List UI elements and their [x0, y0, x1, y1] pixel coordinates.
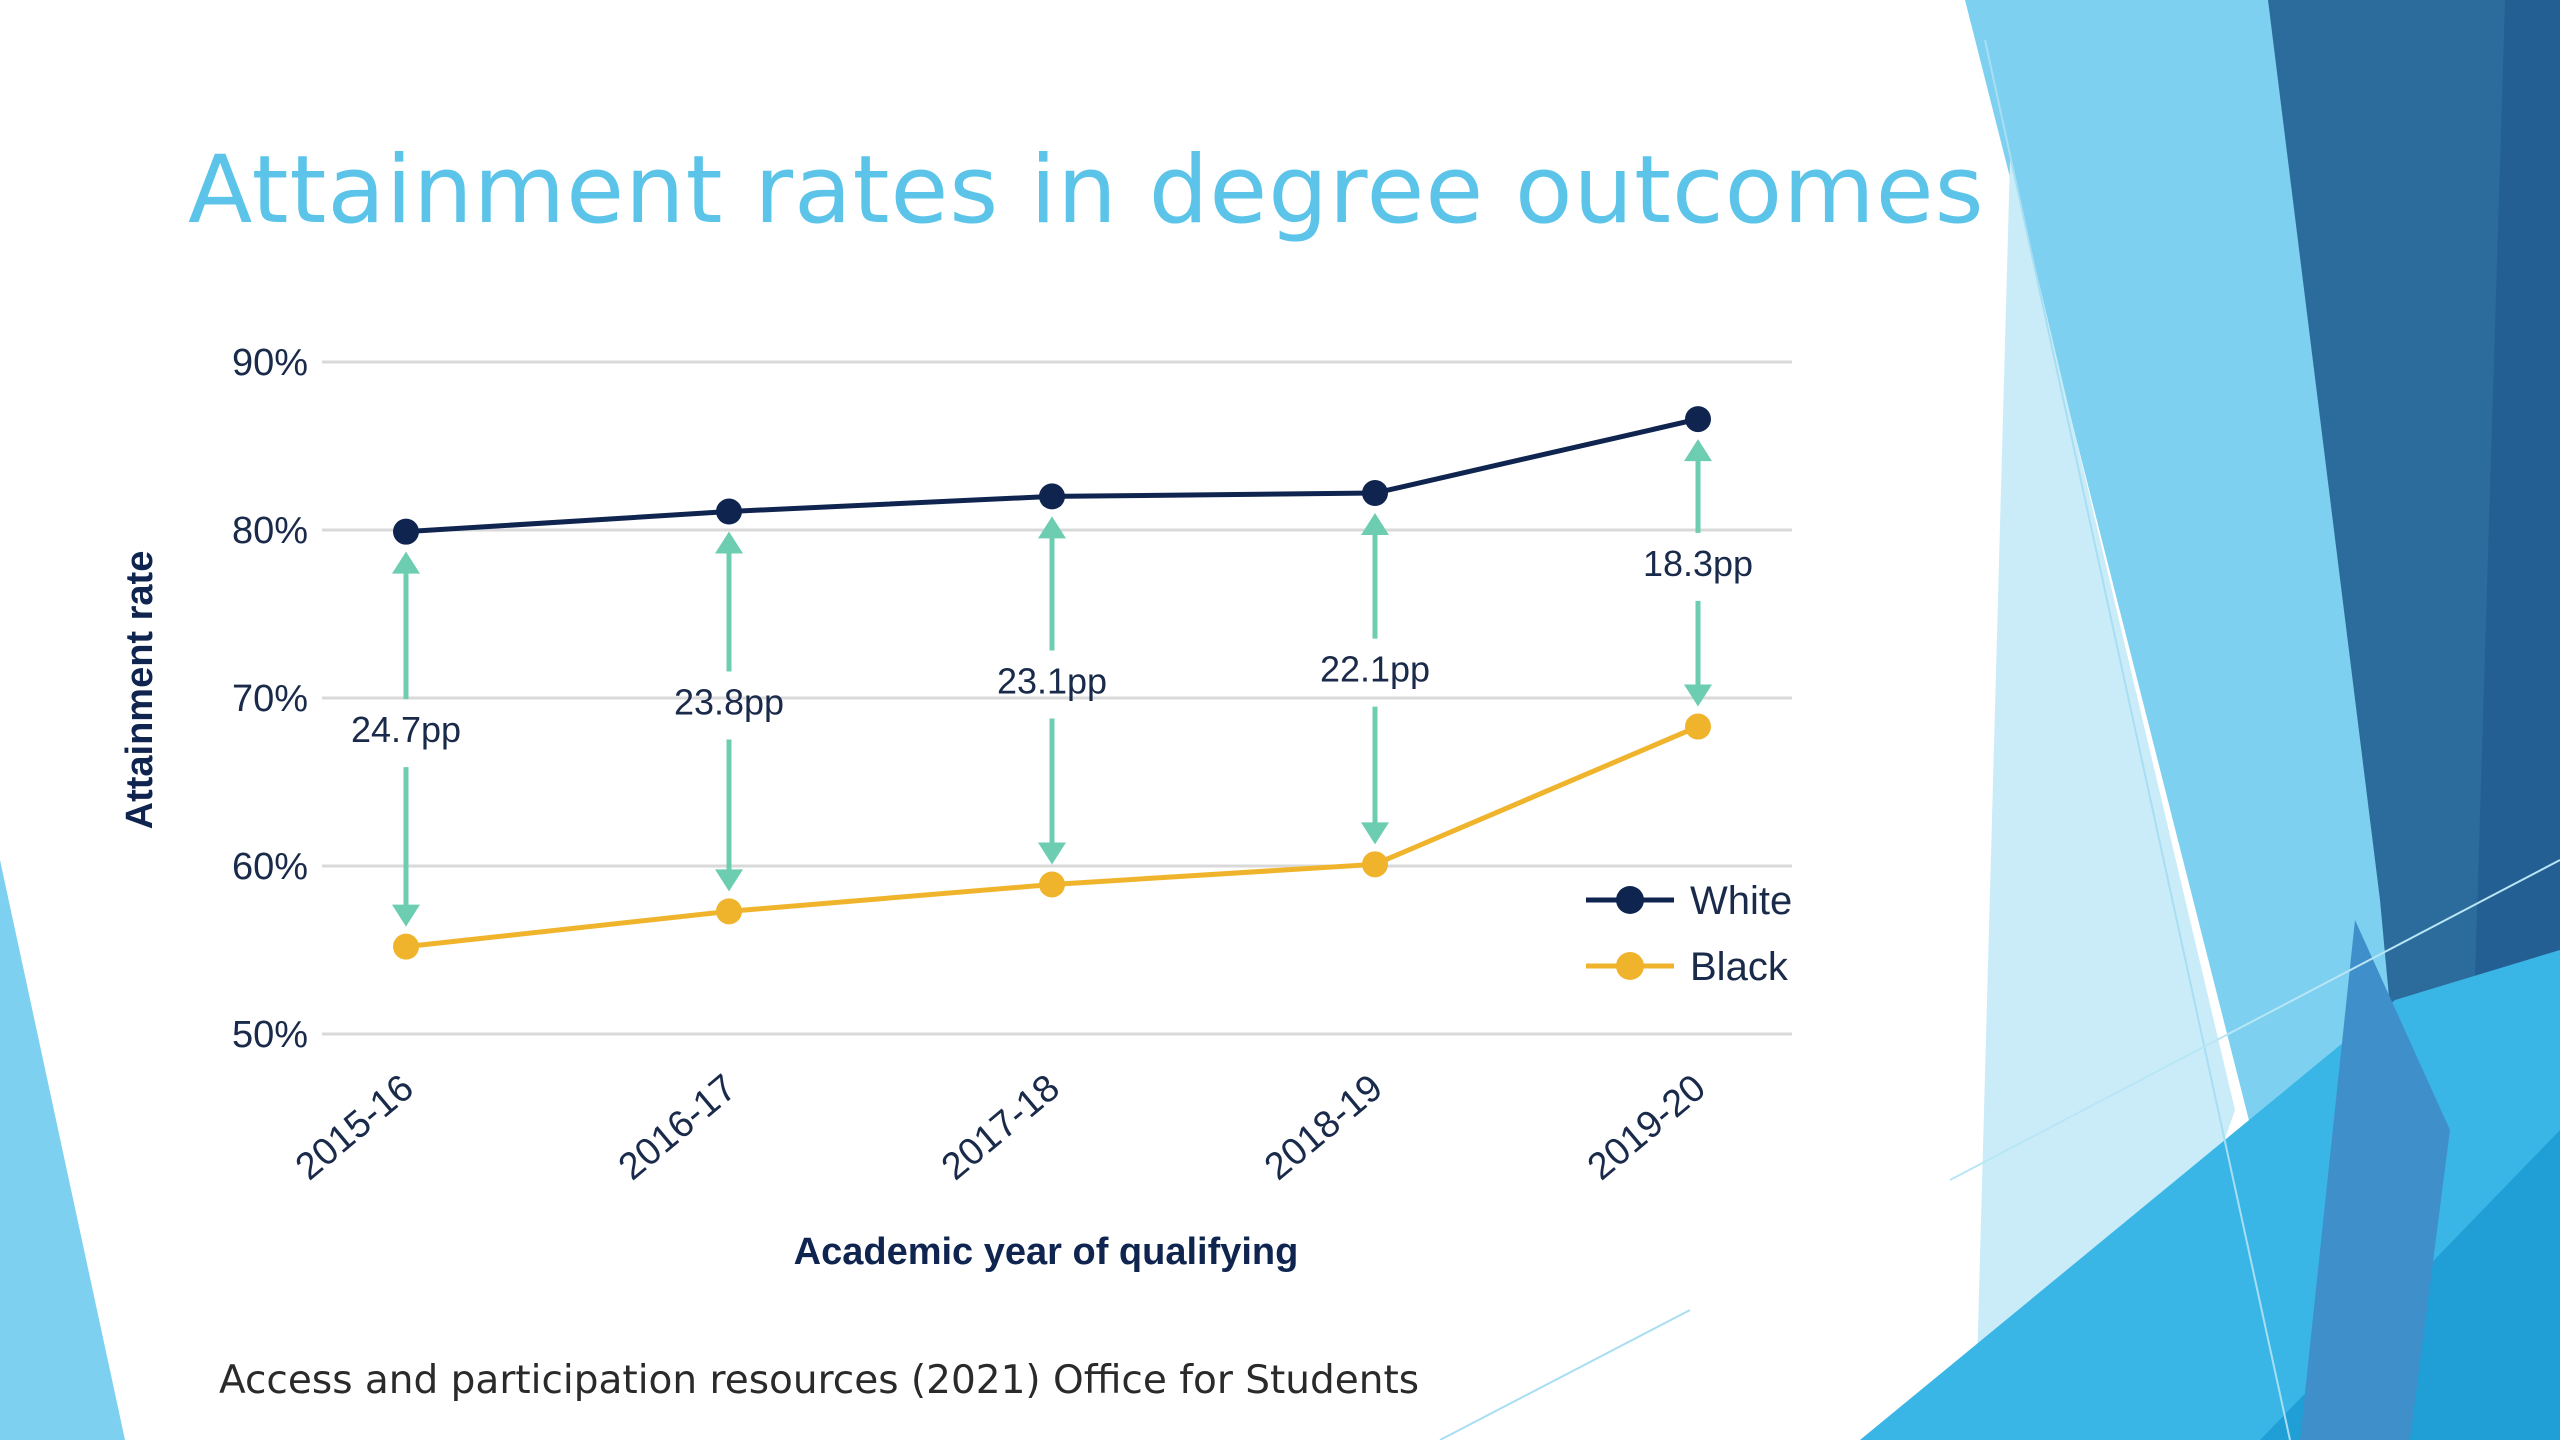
gap-arrowhead-up: [715, 531, 743, 554]
gap-arrowhead-up: [1684, 439, 1712, 462]
data-point: [1039, 483, 1065, 510]
gap-label: 18.3pp: [1643, 543, 1753, 584]
gap-label: 23.8pp: [674, 681, 784, 722]
decor-pale-facet: [1975, 160, 2235, 1440]
y-tick-label: 90%: [232, 342, 308, 384]
decor-accent-facet: [2300, 920, 2450, 1440]
y-tick-label: 50%: [232, 1014, 308, 1056]
gap-arrowhead-up: [392, 551, 420, 574]
decor-mid-facet: [2470, 0, 2560, 1140]
x-axis-title: Academic year of qualifying: [794, 1231, 1299, 1273]
gap-arrowhead-down: [392, 904, 420, 927]
series-line: [405, 416, 1699, 535]
decor-left-sliver: [0, 860, 125, 1440]
gap-arrowhead-up: [1361, 513, 1389, 536]
y-tick-label: 70%: [232, 678, 308, 720]
data-point: [393, 933, 419, 960]
gap-arrowhead-down: [715, 869, 743, 892]
y-axis-title: Attainment rate: [119, 551, 161, 830]
gap-arrowhead-up: [1038, 516, 1066, 539]
data-point: [1362, 851, 1388, 878]
gap-arrowhead-down: [1038, 842, 1066, 865]
y-tick-labels: 50% 60% 70% 80% 90%: [232, 342, 308, 1056]
x-tick-label: 2019-20: [1580, 1067, 1714, 1189]
x-tick-label: 2017-18: [934, 1067, 1068, 1189]
decor-thin-line: [1984, 39, 2291, 1440]
legend: White Black: [1586, 879, 1792, 989]
data-point: [716, 498, 742, 525]
x-tick-label: 2015-16: [288, 1067, 422, 1189]
grid-lines: [322, 360, 1792, 1036]
data-point: [1685, 713, 1711, 740]
legend-swatch-marker: [1616, 886, 1644, 914]
gap-label: 24.7pp: [351, 709, 461, 750]
data-point: [1685, 406, 1711, 433]
x-tick-label: 2018-19: [1257, 1067, 1391, 1189]
legend-swatch-marker: [1616, 952, 1644, 980]
y-tick-label: 60%: [232, 846, 308, 888]
x-tick-labels: 2015-16 2016-17 2017-18 2018-19 2019-20: [288, 1067, 1714, 1189]
data-series: [393, 406, 1711, 960]
slide-title: Attainment rates in degree outcomes: [188, 136, 1985, 245]
decor-thin-line: [1439, 1309, 1691, 1440]
source-citation: Access and participation resources (2021…: [219, 1358, 1420, 1403]
gap-arrowhead-down: [1361, 822, 1389, 845]
data-point: [1039, 871, 1065, 898]
legend-label: White: [1690, 879, 1792, 923]
gap-arrowhead-down: [1684, 684, 1712, 707]
decor-thin-line: [1949, 859, 2560, 1181]
data-point: [716, 898, 742, 925]
legend-label: Black: [1690, 945, 1789, 989]
y-tick-label: 80%: [232, 510, 308, 552]
gap-annotations: 24.7pp 23.8pp 23.1pp 22.1pp 18.3pp: [351, 439, 1753, 927]
data-point: [1362, 480, 1388, 507]
x-tick-label: 2016-17: [611, 1067, 745, 1189]
gap-label: 23.1pp: [997, 660, 1107, 701]
gap-label: 22.1pp: [1320, 649, 1430, 690]
data-point: [393, 518, 419, 545]
